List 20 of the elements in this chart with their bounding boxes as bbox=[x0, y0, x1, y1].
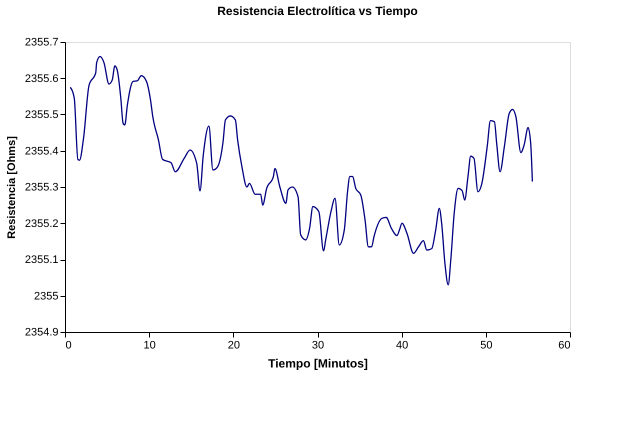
x-tick-label: 30 bbox=[312, 340, 324, 352]
y-tick-label: 2355.2 bbox=[24, 218, 58, 230]
x-tick-label: 50 bbox=[480, 340, 492, 352]
x-tick-label: 60 bbox=[558, 340, 570, 352]
x-tick-label: 20 bbox=[228, 340, 240, 352]
x-tick-label: 0 bbox=[66, 340, 72, 352]
y-tick-label: 2355.6 bbox=[24, 72, 58, 85]
y-tick-label: 2355.1 bbox=[24, 254, 58, 266]
x-tick-label: 40 bbox=[396, 340, 408, 352]
x-tick-label: 10 bbox=[144, 340, 156, 352]
x-axis-title: Tiempo [Minutos] bbox=[268, 356, 368, 370]
y-tick-label: 2355.4 bbox=[24, 145, 58, 158]
line-series bbox=[70, 56, 534, 286]
y-tick-label: 2354.9 bbox=[24, 326, 58, 338]
y-tick-label: 2355.7 bbox=[24, 36, 58, 48]
chart-title: Resistencia Electrolítica vs Tiempo bbox=[217, 4, 418, 18]
y-axis-title: Resistencia [Ohms] bbox=[6, 136, 18, 239]
y-tick-label: 2355 bbox=[34, 290, 58, 302]
y-tick-label: 2355.5 bbox=[24, 109, 58, 121]
y-tick-label: 2355.3 bbox=[24, 182, 58, 194]
